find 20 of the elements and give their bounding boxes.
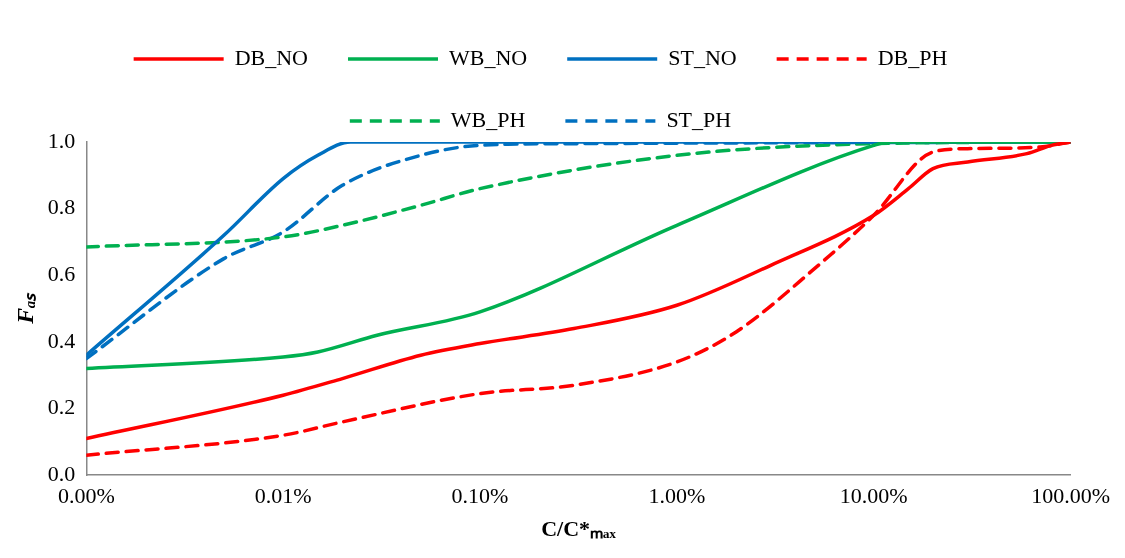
legend-label: WB_PH [450, 106, 526, 132]
x-axis-title: C/C*ₘₐₓ [541, 516, 617, 542]
x-tick-label: 100.00% [1031, 483, 1110, 509]
x-tick-label: 0.00% [57, 483, 115, 509]
y-tick-label: 0.0 [47, 460, 76, 486]
x-tick-label: 0.10% [451, 483, 509, 509]
x-tick-label: 10.00% [839, 483, 908, 509]
y-tick-label: 0.2 [47, 394, 76, 420]
x-tick-label: 0.01% [254, 483, 312, 509]
legend-label: ST_NO [668, 44, 737, 70]
legend-label: ST_PH [666, 106, 732, 132]
y-axis-title: Fₐₛ [11, 291, 38, 325]
x-tick-label: 1.00% [648, 483, 706, 509]
legend-label: DB_NO [234, 44, 308, 70]
legend-label: DB_PH [877, 44, 948, 70]
y-tick-label: 0.8 [47, 194, 76, 220]
y-tick-label: 0.6 [47, 261, 76, 287]
y-tick-label: 0.4 [47, 327, 76, 353]
legend-label: WB_NO [448, 44, 528, 70]
y-tick-label: 1.0 [47, 127, 76, 153]
